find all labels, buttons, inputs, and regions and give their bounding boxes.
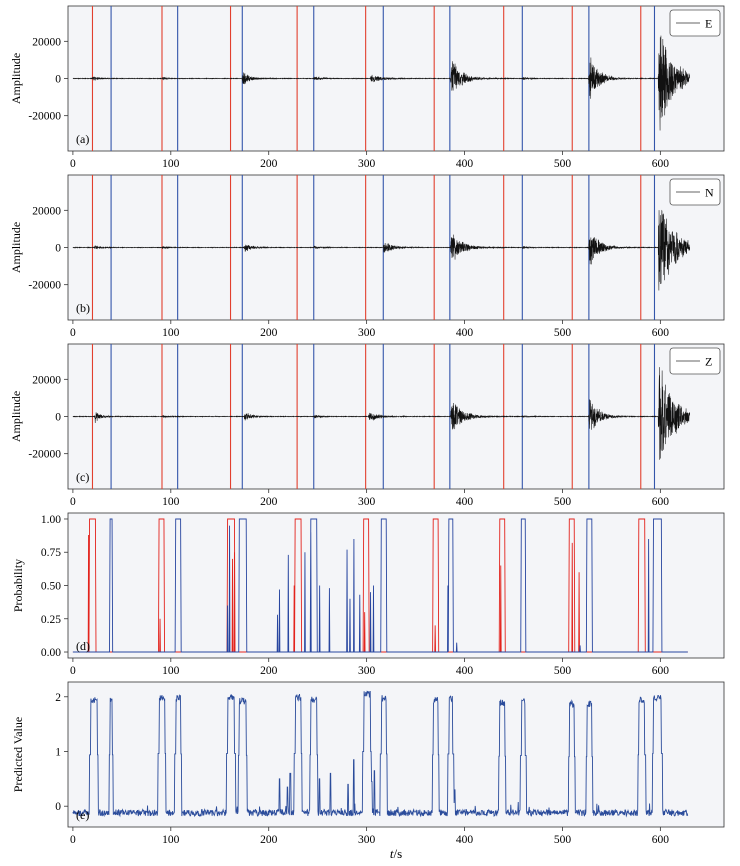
panel-d-ytick-label: 0.50 (41, 581, 61, 593)
x-axis-title: t/s (390, 846, 402, 861)
panel-a-xtick-label: 600 (652, 158, 670, 170)
panel-d-axes: 0 100 200 300 400 500 600 0.00 0.25 0.50 0.75 1.00 (41, 514, 669, 677)
panel-c-ytick-label: 0 (55, 412, 61, 424)
panel-e-xtick-label: 0 (70, 834, 76, 846)
panel-d-xtick-label: 600 (652, 665, 670, 677)
panel-e-ylabel: Predicted Value (11, 717, 25, 792)
panel-c-label: (c) (76, 470, 89, 484)
panel-a-xtick-label: 300 (358, 158, 376, 170)
panel-b-xtick-label: 300 (358, 327, 376, 339)
panel-a-xtick-label: 0 (70, 158, 76, 170)
panel-b-xtick-label: 200 (260, 327, 278, 339)
panel-e-ytick-label: 0 (55, 801, 61, 813)
panel-a-label: (a) (76, 132, 89, 146)
panel-e: 0 100 200 300 400 500 600 0 1 2 Predicted Value (… (11, 681, 725, 846)
panel-c-xtick-label: 100 (162, 496, 180, 508)
panel-b-xtick-label: 500 (554, 327, 572, 339)
panel-d-ytick-label: 0.25 (41, 614, 61, 626)
panel-b-axes: 0 100 200 300 400 500 600 -20000 0 20000 (28, 205, 669, 339)
panel-b-xtick-label: 0 (70, 327, 76, 339)
panel-a-ytick-label: -20000 (28, 111, 61, 123)
panel-d: 0 100 200 300 400 500 6000.000.250.500.751.00 … (11, 512, 725, 677)
panel-c-xtick-label: 600 (652, 496, 670, 508)
panel-a-trace-line (72, 35, 690, 131)
x-axis-title-unit: /s (393, 846, 402, 861)
panel-d-ylabel: Probability (11, 559, 25, 612)
panel-c-xtick-label: 400 (456, 496, 474, 508)
panel-c-xtick-label: 300 (358, 496, 376, 508)
panel-e-xtick-label: 200 (260, 834, 278, 846)
panel-a-xtick-label: 400 (456, 158, 474, 170)
panel-e-xtick-label: 100 (162, 834, 180, 846)
panel-b-trace-line (72, 209, 691, 291)
panel-d-xtick-label: 500 (554, 665, 572, 677)
panel-a-xtick-label: 100 (162, 158, 180, 170)
panel-b-legend: N (669, 178, 721, 206)
panel-a-ytick-label: 0 (55, 74, 61, 86)
panel-c-trace-line (72, 367, 691, 460)
panel-b-xtick-label: 100 (162, 327, 180, 339)
panel-c-xtick-label: 500 (554, 496, 572, 508)
panel-e-label: (e) (76, 808, 89, 822)
panel-c-xtick-label: 200 (260, 496, 278, 508)
panel-d-xtick-label: 100 (162, 665, 180, 677)
panel-c-axes: 0 100 200 300 400 500 600 -20000 0 20000 (28, 374, 669, 508)
panel-e-xtick-label: 300 (358, 834, 376, 846)
panel-a-axes: 0 100 200 300 400 500 600 -20000 0 20000 (28, 36, 669, 170)
panel-a-ylabel: Amplitude (9, 53, 23, 104)
panel-b-ytick-label: 20000 (32, 205, 61, 217)
panel-e-ytick-label: 2 (55, 692, 61, 704)
panel-b-xtick-label: 400 (456, 327, 474, 339)
panel-a-xtick-label: 200 (260, 158, 278, 170)
panel-c-legend-label: Z (705, 355, 712, 369)
panel-b-ylabel: Amplitude (9, 222, 23, 273)
panel-e-xtick-label: 500 (554, 834, 572, 846)
panel-b-ytick-label: -20000 (28, 280, 61, 292)
panel-a-xtick-label: 500 (554, 158, 572, 170)
panel-d-frame (67, 512, 725, 659)
panel-e-predicted-line (72, 690, 689, 818)
panel-e-axes: 0 100 200 300 400 500 600 0 1 2 (55, 692, 669, 846)
panel-c: 0 100 200 300 400 500 600 -20000 0 20000 Amplitud… (9, 343, 725, 508)
panel-c-ytick-label: -20000 (28, 449, 61, 461)
x-axis-title-t: t (390, 846, 394, 861)
panel-d-label: (d) (76, 639, 90, 653)
panel-e-ytick-label: 1 (55, 746, 61, 758)
panel-a-ytick-label: 20000 (32, 36, 61, 48)
panel-c-ylabel: Amplitude (9, 391, 23, 442)
panel-b-label: (b) (76, 301, 90, 315)
panel-e-xtick-label: 600 (652, 834, 670, 846)
panel-d-ytick-label: 0.00 (41, 647, 61, 659)
panel-a-legend: E (669, 9, 721, 37)
panel-b-ytick-label: 0 (55, 243, 61, 255)
panel-c-legend: Z (669, 347, 721, 375)
panel-b-legend-label: N (705, 186, 714, 200)
panel-d-s-probability-line (72, 518, 688, 653)
panel-d-xtick-label: 200 (260, 665, 278, 677)
panel-a-legend-label: E (705, 17, 712, 31)
panel-d-ytick-label: 1.00 (41, 514, 61, 526)
panel-b-xtick-label: 600 (652, 327, 670, 339)
panel-c-ytick-label: 20000 (32, 374, 61, 386)
panel-d-xtick-label: 400 (456, 665, 474, 677)
panel-b: 0 100 200 300 400 500 600 -20000 0 20000 Amplitud… (9, 174, 725, 339)
panel-c-xtick-label: 0 (70, 496, 76, 508)
panel-d-xtick-label: 300 (358, 665, 376, 677)
panel-a: 0 100 200 300 400 500 600 -20000 0 20000 Amplitud… (9, 5, 725, 170)
panel-e-xtick-label: 400 (456, 834, 474, 846)
panel-d-xtick-label: 0 (70, 665, 76, 677)
panel-e-frame (67, 681, 725, 828)
panel-d-ytick-label: 0.75 (41, 547, 61, 559)
